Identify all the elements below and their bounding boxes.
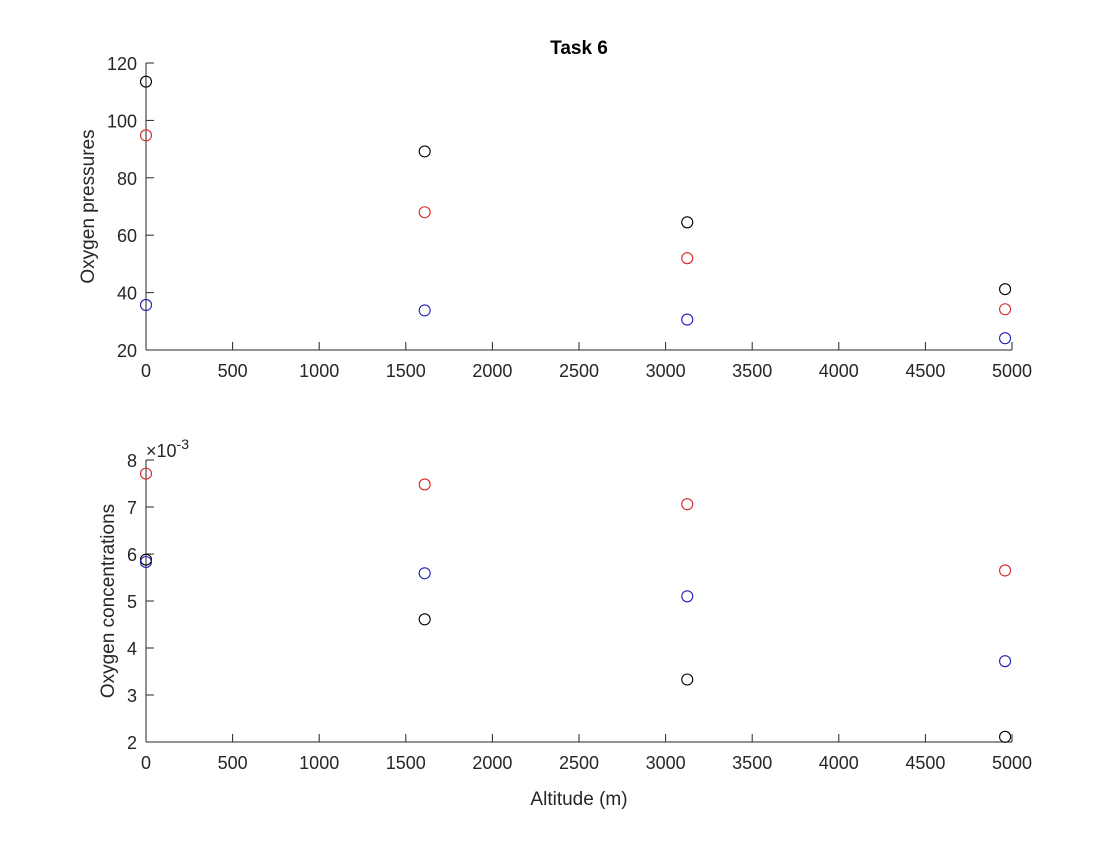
data-point — [139, 555, 153, 569]
x-tick-label: 1000 — [299, 753, 339, 773]
data-point — [681, 216, 694, 229]
x-tick-label: 3500 — [732, 361, 772, 381]
data-point — [999, 303, 1012, 316]
data-point — [418, 567, 431, 580]
data-point — [999, 730, 1012, 743]
y-tick-label: 40 — [117, 284, 137, 304]
data-point — [999, 655, 1012, 668]
y-tick-label: 6 — [127, 545, 137, 565]
x-tick-label: 2000 — [472, 361, 512, 381]
data-point — [681, 498, 694, 511]
data-point — [139, 75, 153, 88]
y-axis-label: Oxygen concentrations — [98, 504, 119, 698]
data-point — [418, 145, 431, 158]
data-point — [418, 613, 431, 626]
y-tick-label: 20 — [117, 341, 137, 361]
axes-panel-1: 0 500 1000 1500 2000 2500 3000 3500 4000 4500 5000… — [78, 38, 1032, 381]
axes-panel-2: 0 500 1000 1500 2000 2500 3000 3500 4000 4500 5000… — [98, 436, 1032, 810]
x-tick-label: 4000 — [819, 753, 859, 773]
data-point — [999, 283, 1012, 296]
x-axis-label: Altitude (m) — [530, 789, 627, 810]
chart-title: Task 6 — [550, 38, 608, 59]
x-tick-label: 0 — [141, 753, 151, 773]
data-point — [681, 673, 694, 686]
x-tick-label: 1000 — [299, 361, 339, 381]
x-tick-label: 500 — [218, 361, 248, 381]
x-tick-label: 4000 — [819, 361, 859, 381]
data-point — [418, 478, 431, 491]
y-tick-label: 60 — [117, 226, 137, 246]
y-axis-label: Oxygen pressures — [78, 129, 99, 283]
data-point — [999, 564, 1012, 577]
x-tick-label: 500 — [218, 753, 248, 773]
y-tick-label: 8 — [127, 451, 137, 471]
x-tick-label: 3000 — [646, 361, 686, 381]
x-tick-label: 2000 — [472, 753, 512, 773]
data-point — [418, 206, 431, 219]
data-point — [681, 252, 694, 265]
x-tick-label: 3500 — [732, 753, 772, 773]
data-point — [418, 304, 431, 317]
x-tick-label: 5000 — [992, 361, 1032, 381]
y-tick-label: 4 — [127, 639, 137, 659]
data-point — [681, 590, 694, 603]
x-tick-label: 3000 — [646, 753, 686, 773]
data-point — [139, 129, 153, 142]
data-point — [999, 332, 1012, 345]
y-tick-label: 100 — [107, 111, 137, 131]
x-tick-label: 2500 — [559, 753, 599, 773]
x-tick-label: 2500 — [559, 361, 599, 381]
y-tick-label: 3 — [127, 686, 137, 706]
y-tick-label: 120 — [107, 54, 137, 74]
y-exponent-label: ×10-3 — [146, 436, 189, 461]
data-point — [139, 467, 153, 480]
x-tick-label: 4500 — [905, 753, 945, 773]
y-tick-label: 80 — [117, 169, 137, 189]
x-tick-label: 5000 — [992, 753, 1032, 773]
y-tick-label: 2 — [127, 733, 137, 753]
y-tick-label: 5 — [127, 592, 137, 612]
y-tick-label: 7 — [127, 498, 137, 518]
x-tick-label: 1500 — [386, 361, 426, 381]
data-point — [139, 298, 153, 311]
x-tick-label: 1500 — [386, 753, 426, 773]
x-tick-label: 0 — [141, 361, 151, 381]
x-tick-label: 4500 — [905, 361, 945, 381]
data-point — [681, 313, 694, 326]
